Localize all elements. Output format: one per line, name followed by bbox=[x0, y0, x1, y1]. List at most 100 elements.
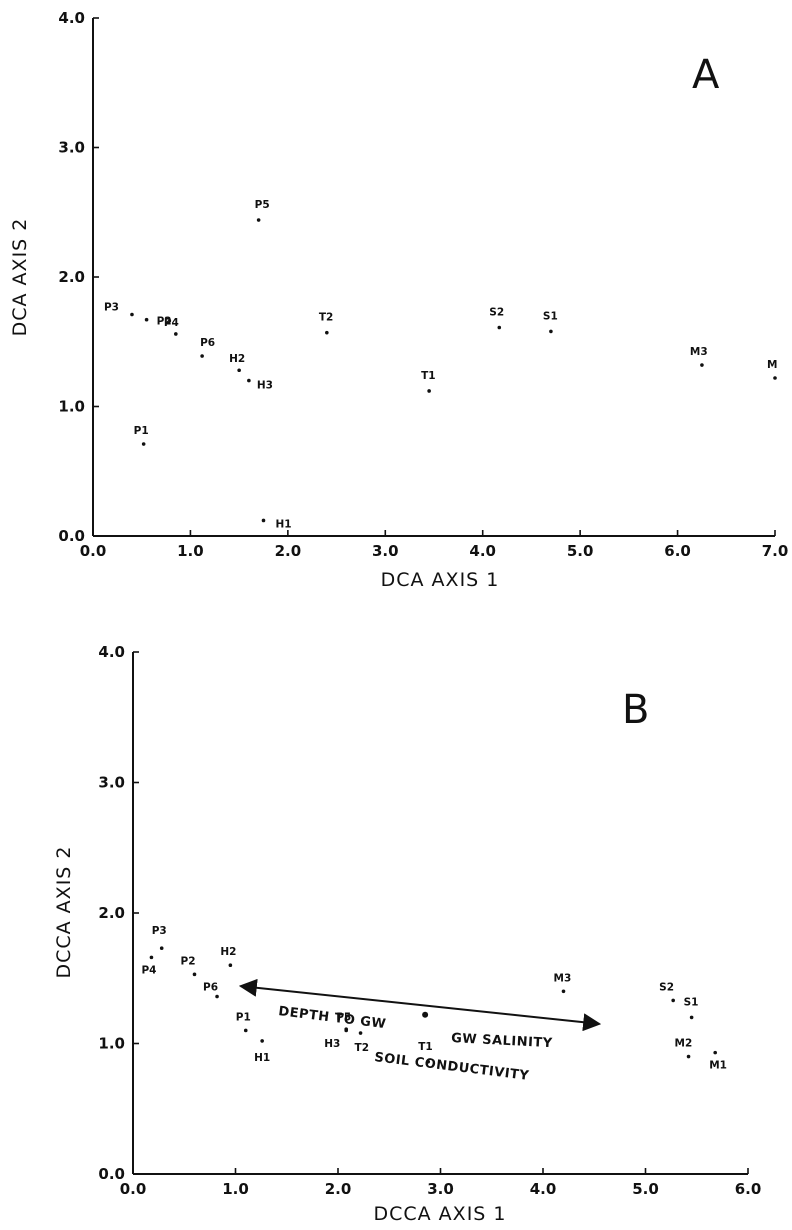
point-label-m1: M1 bbox=[709, 1060, 727, 1072]
point-label-p2: P2 bbox=[157, 316, 172, 328]
x-tick-label: 5.0 bbox=[567, 542, 594, 560]
point-h2 bbox=[228, 963, 233, 967]
x-tick-label: 1.0 bbox=[177, 542, 204, 560]
panel-b-letter: B bbox=[622, 687, 649, 733]
point-h1 bbox=[260, 1039, 264, 1043]
point-p4 bbox=[149, 955, 154, 960]
point-m bbox=[773, 376, 777, 380]
y-tick-label: 0.0 bbox=[58, 527, 85, 545]
point-label-h1: H1 bbox=[254, 1052, 270, 1064]
point-p2 bbox=[192, 972, 197, 977]
x-tick-label: 2.0 bbox=[325, 1180, 352, 1198]
x-tick-label: 1.0 bbox=[222, 1180, 249, 1198]
panel-b-ylabel: DCCA AXIS 2 bbox=[53, 845, 75, 978]
point-p6 bbox=[200, 354, 204, 358]
vector-label-depth-to-gw: DEPTH TO GW bbox=[278, 1004, 387, 1032]
point-m3 bbox=[561, 989, 566, 994]
point-t1 bbox=[426, 1059, 431, 1064]
point-m1 bbox=[713, 1050, 717, 1055]
point-label-p1: P1 bbox=[134, 425, 149, 437]
panel-a-xlabel: DCA AXIS 1 bbox=[381, 569, 500, 591]
point-label-s1: S1 bbox=[684, 996, 699, 1008]
x-tick-label: 4.0 bbox=[469, 542, 496, 560]
point-label-t1: T1 bbox=[418, 1041, 432, 1053]
x-tick-label: 3.0 bbox=[372, 542, 399, 560]
point-label-p3: P3 bbox=[152, 925, 167, 937]
point-p3 bbox=[130, 312, 134, 317]
panel-a: 0.0 1.0 2.0 3.0 4.0 5.0 6.0 7.00.01.02.03.04.0 … bbox=[9, 9, 788, 591]
point-h1 bbox=[261, 518, 266, 523]
point-label-s2: S2 bbox=[659, 981, 674, 993]
point-label-p1: P1 bbox=[236, 1011, 251, 1023]
panel-a-ylabel: DCA AXIS 2 bbox=[9, 218, 31, 337]
point-t1 bbox=[427, 389, 431, 393]
point-h3 bbox=[344, 1027, 349, 1031]
y-tick-label: 3.0 bbox=[98, 774, 125, 792]
point-s1 bbox=[549, 329, 553, 334]
point-s2 bbox=[671, 998, 675, 1003]
x-tick-label: 5.0 bbox=[632, 1180, 659, 1198]
point-label-p6: P6 bbox=[203, 982, 218, 994]
point-label-h1: H1 bbox=[276, 518, 292, 530]
vector-midpoint bbox=[422, 1011, 429, 1018]
panel-a-ticks: 0.0 1.0 2.0 3.0 4.0 5.0 6.0 7.0 0.0 1.0 2.0 3.0 4.0 bbox=[58, 9, 788, 560]
x-tick-label: 3.0 bbox=[427, 1180, 454, 1198]
point-h3 bbox=[247, 378, 251, 383]
point-label-p6: P6 bbox=[200, 337, 215, 349]
point-t2 bbox=[325, 330, 329, 335]
point-label-h2: H2 bbox=[220, 946, 236, 958]
point-label-p4: P4 bbox=[164, 317, 179, 329]
point-label-h2: H2 bbox=[229, 353, 245, 365]
x-tick-label: 6.0 bbox=[735, 1180, 762, 1198]
point-label-t2: T2 bbox=[355, 1042, 369, 1054]
point-label-t1: T1 bbox=[421, 370, 435, 382]
point-label-p4: P4 bbox=[141, 964, 156, 976]
point-label-s1: S1 bbox=[543, 310, 558, 322]
point-label-s2: S2 bbox=[489, 307, 504, 319]
y-tick-label: 1.0 bbox=[98, 1035, 125, 1053]
panel-b: 0.0 1.0 2.0 3.0 4.0 5.0 6.00.01.02.03.04.0 P3P… bbox=[53, 643, 761, 1225]
point-p1 bbox=[243, 1028, 248, 1033]
y-tick-label: 4.0 bbox=[98, 643, 125, 661]
point-m2 bbox=[686, 1054, 691, 1059]
point-label-h3: H3 bbox=[257, 380, 273, 392]
y-tick-label: 4.0 bbox=[58, 9, 85, 27]
point-h2 bbox=[237, 368, 241, 373]
point-p1 bbox=[141, 442, 146, 446]
panel-b-xlabel: DCCA AXIS 1 bbox=[373, 1203, 506, 1225]
x-tick-label: 7.0 bbox=[762, 542, 789, 560]
y-tick-label: 3.0 bbox=[58, 139, 85, 157]
point-s2 bbox=[497, 325, 502, 330]
x-tick-label: 0.0 bbox=[80, 542, 107, 560]
point-m3 bbox=[700, 363, 704, 367]
x-tick-label: 2.0 bbox=[275, 542, 302, 560]
point-label-h3: H3 bbox=[324, 1038, 340, 1050]
point-p2 bbox=[144, 317, 149, 322]
panel-b-points: P3 P4 P2 H2 P6 P1 H1 P5 H3 T2 T1 M3 S2 S1 M2 M1 bbox=[141, 925, 727, 1071]
point-t2 bbox=[358, 1031, 363, 1035]
y-tick-label: 0.0 bbox=[98, 1165, 125, 1183]
point-label-p5: P5 bbox=[255, 199, 270, 211]
point-label-t2: T2 bbox=[319, 312, 333, 324]
y-tick-label: 2.0 bbox=[58, 268, 85, 286]
point-p3 bbox=[159, 946, 164, 951]
point-p4 bbox=[174, 332, 178, 336]
vector-label-gw-salinity: GW SALINITY bbox=[451, 1031, 553, 1051]
point-label-m3: M3 bbox=[690, 346, 708, 358]
point-label-p5: P5 bbox=[336, 1011, 351, 1023]
vector-label-soil-conductivity: SOIL CONDUCTIVITY bbox=[374, 1050, 531, 1084]
y-tick-label: 2.0 bbox=[98, 904, 125, 922]
point-label-m: M bbox=[767, 359, 777, 371]
panel-b-ticks: 0.0 1.0 2.0 3.0 4.0 5.0 6.0 0.0 1.0 2.0 3.0 4.0 bbox=[98, 643, 761, 1198]
panel-a-letter: A bbox=[692, 52, 720, 98]
environment-vector-arrow bbox=[238, 978, 602, 1032]
x-tick-label: 0.0 bbox=[120, 1180, 147, 1198]
y-tick-label: 1.0 bbox=[58, 398, 85, 416]
point-label-p3: P3 bbox=[104, 302, 119, 314]
point-label-m3: M3 bbox=[554, 972, 572, 984]
point-p5 bbox=[256, 218, 261, 222]
point-s1 bbox=[689, 1015, 694, 1020]
point-label-p2: P2 bbox=[181, 955, 196, 967]
